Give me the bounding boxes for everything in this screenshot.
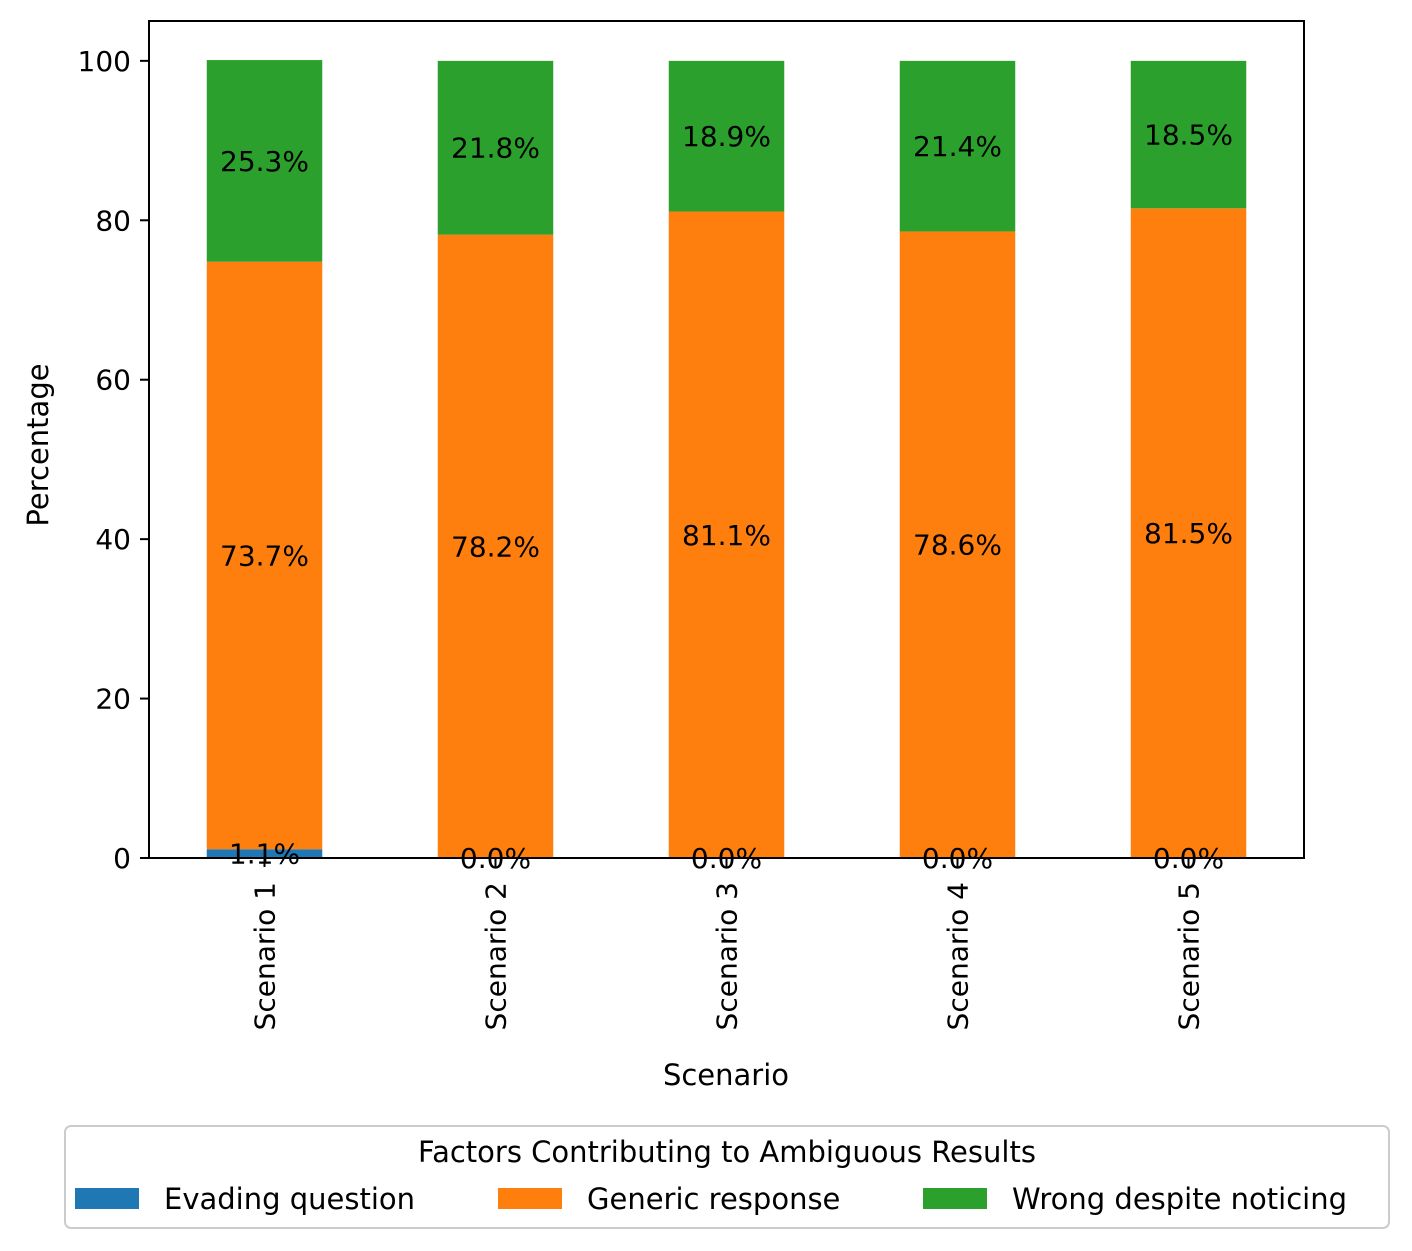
- data-label: 81.5%: [1144, 517, 1233, 550]
- legend-swatch: [498, 1188, 562, 1209]
- y-axis: 0 20 40 60 80 100: [78, 45, 149, 875]
- bar-segment: [899, 231, 1016, 859]
- y-tick-label: 0: [113, 842, 131, 875]
- y-tick-label: 20: [95, 683, 131, 716]
- data-label: 25.3%: [220, 145, 309, 178]
- legend-entry-label: Generic response: [587, 1182, 840, 1216]
- legend-box: [64, 1125, 1390, 1229]
- data-label: 18.5%: [1144, 119, 1233, 152]
- x-tick-label: Scenario 5: [1173, 882, 1206, 1030]
- legend-swatch: [75, 1188, 139, 1209]
- data-label: 78.6%: [913, 529, 1002, 562]
- data-label: 21.4%: [913, 130, 1002, 163]
- x-axis: Scenario 1 Scenario 2 Scenario 3 Scenario 4…: [249, 858, 1206, 1030]
- legend-items: Evading question Generic response Wrong de…: [75, 1182, 1347, 1216]
- bar-segment: [668, 60, 785, 212]
- x-tick-label: Scenario 1: [249, 882, 282, 1030]
- data-label: 78.2%: [451, 530, 540, 563]
- legend-entry-label: Wrong despite noticing: [1012, 1182, 1347, 1216]
- y-tick-label: 60: [95, 364, 131, 397]
- x-tick-label: Scenario 2: [480, 882, 513, 1030]
- bar-segment: [668, 211, 785, 858]
- legend-entry-label: Evading question: [164, 1182, 415, 1216]
- data-labels-layer: 1.1%73.7%25.3%0.0%78.2%21.8%0.0%81.1%18.…: [220, 119, 1233, 875]
- data-label: 18.9%: [682, 120, 771, 153]
- bars-layer: [206, 60, 1247, 859]
- legend-title: Factors Contributing to Ambiguous Result…: [418, 1135, 1036, 1169]
- bar-segment: [899, 60, 1016, 232]
- data-label: 81.1%: [682, 519, 771, 552]
- y-tick-label: 80: [95, 204, 131, 237]
- bar-segment: [206, 849, 323, 858]
- bar-segment: [437, 234, 554, 859]
- x-tick-label: Scenario 3: [711, 882, 744, 1030]
- bar-segment: [1130, 208, 1247, 859]
- legend: Factors Contributing to Ambiguous Result…: [64, 1125, 1390, 1229]
- y-axis-title: Percentage: [21, 363, 55, 526]
- y-tick-label: 100: [78, 45, 131, 78]
- bar-segment: [206, 261, 323, 850]
- data-label: 21.8%: [451, 132, 540, 165]
- bar-segment: [206, 60, 323, 262]
- x-tick-label: Scenario 4: [942, 882, 975, 1030]
- bar-segment: [1130, 60, 1247, 209]
- x-axis-title: Scenario: [663, 1058, 789, 1092]
- y-tick-label: 40: [95, 523, 131, 556]
- data-label: 73.7%: [220, 539, 309, 572]
- bar-segment: [437, 60, 554, 235]
- legend-swatch: [923, 1188, 987, 1209]
